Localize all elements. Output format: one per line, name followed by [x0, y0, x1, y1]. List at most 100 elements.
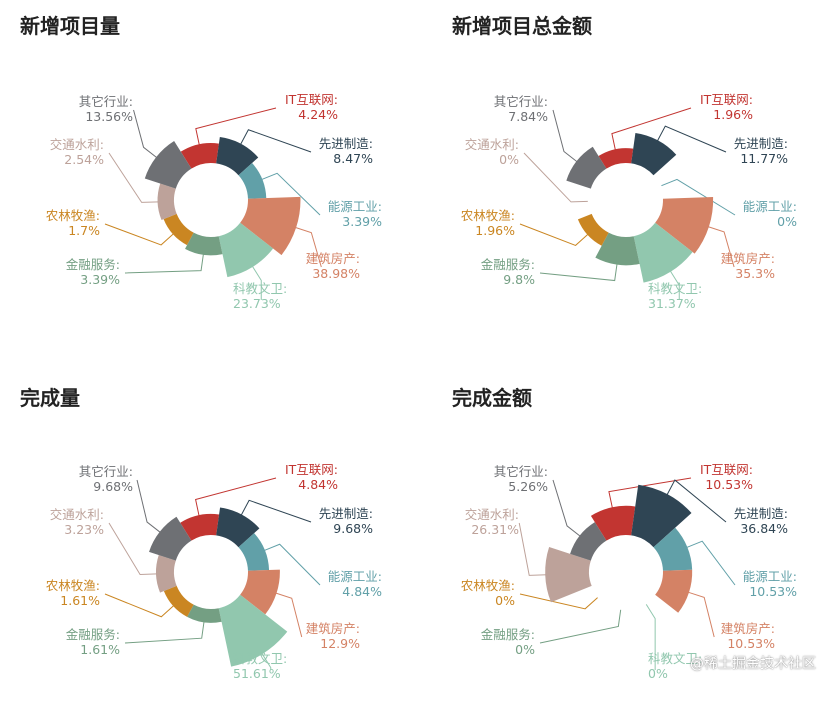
leader-line-energy-industry [261, 172, 321, 216]
label-name-energy-industry: 能源工业: [743, 199, 797, 214]
rose-sector-advanced-manufacturing[interactable] [216, 507, 260, 548]
leader-line-advanced-manufacturing [239, 129, 312, 153]
rose-sector-construction-realestate[interactable] [655, 569, 693, 613]
rose-chart: IT互联网:10.53%先进制造:36.84%能源工业:10.53%建筑房产:1… [461, 462, 797, 681]
label-value-construction-realestate: 38.98% [312, 266, 360, 281]
label-value-construction-realestate: 12.9% [320, 636, 360, 651]
rose-sector-financial-services[interactable] [595, 232, 640, 266]
rose-sector-agriculture[interactable] [163, 585, 194, 617]
rose-group-it-internet: IT互联网:4.24% [180, 92, 338, 169]
rose-sector-energy-industry[interactable] [653, 527, 693, 571]
label-name-education-culture-health: 科教文卫: [648, 281, 702, 296]
chart-panel-completed-count: 完成量 IT互联网: 4.84% 先进制造: 9.68% 能源工业: 4.84% 建筑房产:… [0, 372, 415, 717]
rose-sector-construction-realestate[interactable] [655, 196, 714, 254]
rose-sector-construction-realestate[interactable] [240, 569, 280, 615]
rose-group-other-industries: 其它行业:13.56% [79, 94, 192, 189]
chart-panel-new-project-amount: 新增项目总金额 IT互联网: 1.96% 先进制造: 11.77% 能源工业: 0% 建筑房… [415, 0, 830, 345]
leader-line-it-internet [195, 107, 277, 146]
rose-group-education-culture-health: 科教文卫:0% [645, 604, 702, 681]
label-name-it-internet: IT互联网: [700, 92, 753, 107]
label-name-agriculture: 农林牧渔: [461, 578, 515, 593]
rose-sector-transport-water[interactable] [545, 547, 592, 603]
label-name-agriculture: 农林牧渔: [46, 208, 100, 223]
label-value-construction-realestate: 35.3% [735, 266, 775, 281]
rose-sector-education-culture-health[interactable] [218, 222, 274, 278]
label-value-advanced-manufacturing: 11.77% [740, 151, 788, 166]
label-name-financial-services: 金融服务: [66, 627, 120, 642]
chart-title: 新增项目量 [20, 14, 120, 38]
rose-sector-advanced-manufacturing[interactable] [631, 133, 677, 176]
label-value-advanced-manufacturing: 9.68% [333, 521, 373, 536]
rose-sector-financial-services[interactable] [187, 604, 222, 623]
leader-line-education-culture-health [645, 604, 656, 670]
label-name-construction-realestate: 建筑房产: [721, 251, 775, 266]
leader-line-financial-services [124, 253, 204, 274]
rose-sector-advanced-manufacturing[interactable] [631, 484, 692, 548]
rose-sector-advanced-manufacturing[interactable] [216, 137, 259, 176]
leader-line-it-internet [195, 477, 277, 517]
label-value-agriculture: 1.61% [60, 593, 100, 608]
rose-group-other-industries: 其它行业:5.26% [494, 464, 607, 561]
rose-group-construction-realestate: 建筑房产:10.53% [655, 569, 775, 651]
label-value-transport-water: 26.31% [471, 522, 519, 537]
chart-title: 新增项目总金额 [452, 14, 592, 38]
label-name-financial-services: 金融服务: [66, 257, 120, 272]
rose-chart: IT互联网:4.24%先进制造:8.47%能源工业:3.39%建筑房产:38.9… [46, 92, 382, 311]
rose-sector-other-industries[interactable] [570, 522, 607, 561]
rose-chart: IT互联网:1.96%先进制造:11.77%能源工业:0%建筑房产:35.3%科… [461, 92, 797, 311]
rose-sector-other-industries[interactable] [149, 516, 192, 561]
rose-group-other-industries: 其它行业:7.84% [494, 94, 607, 189]
leader-line-agriculture [104, 593, 175, 618]
rose-sector-agriculture[interactable] [163, 213, 194, 246]
label-value-financial-services: 1.61% [80, 642, 120, 657]
rose-sector-transport-water[interactable] [157, 183, 177, 220]
rose-sector-agriculture[interactable] [577, 213, 609, 246]
rose-sector-it-internet[interactable] [590, 505, 636, 541]
leader-line-construction-realestate [294, 226, 322, 268]
leader-line-other-industries [136, 479, 161, 534]
label-value-it-internet: 4.24% [298, 107, 338, 122]
rose-sector-financial-services[interactable] [185, 232, 223, 256]
leader-line-financial-services [124, 621, 205, 644]
label-name-transport-water: 交通水利: [50, 137, 104, 152]
leader-line-agriculture [519, 223, 589, 246]
rose-sector-it-internet[interactable] [180, 513, 220, 541]
rose-group-education-culture-health: 科教文卫:31.37% [633, 222, 702, 311]
label-value-energy-industry: 0% [777, 214, 797, 229]
rose-sector-energy-industry[interactable] [238, 533, 270, 571]
leader-line-energy-industry [263, 543, 321, 586]
label-value-energy-industry: 3.39% [342, 214, 382, 229]
chart-title: 完成量 [20, 386, 80, 410]
label-value-other-industries: 9.68% [93, 479, 133, 494]
rose-sector-construction-realestate[interactable] [240, 196, 301, 256]
label-name-transport-water: 交通水利: [50, 507, 104, 522]
rose-sector-other-industries[interactable] [566, 146, 607, 189]
leader-line-other-industries [552, 109, 578, 163]
rose-sector-it-internet[interactable] [598, 148, 634, 169]
leader-line-energy-industry [661, 178, 736, 216]
rose-group-advanced-manufacturing: 先进制造:9.68% [216, 499, 373, 548]
rose-sector-energy-industry[interactable] [238, 162, 267, 199]
label-value-transport-water: 2.54% [64, 152, 104, 167]
leader-line-transport-water [518, 522, 547, 576]
label-value-agriculture: 1.7% [68, 223, 100, 238]
chart-panel-new-project-count: 新增项目量 IT互联网: 4.24% 先进制造: 8.47% 能源工业: 3.39% 建筑房… [0, 0, 415, 345]
label-name-transport-water: 交通水利: [465, 507, 519, 522]
rose-group-it-internet: IT互联网:4.84% [180, 462, 338, 541]
rose-sector-education-culture-health[interactable] [218, 594, 288, 667]
label-value-transport-water: 3.23% [64, 522, 104, 537]
rose-group-financial-services: 金融服务:3.39% [66, 232, 223, 287]
rose-group-transport-water: 交通水利:3.23% [50, 507, 177, 593]
rose-group-it-internet: IT互联网:10.53% [590, 462, 753, 541]
label-value-financial-services: 9.8% [503, 272, 535, 287]
rose-sector-transport-water[interactable] [156, 555, 177, 593]
rose-group-education-culture-health: 科教文卫:51.61% [218, 594, 288, 681]
rose-group-construction-realestate: 建筑房产:12.9% [240, 569, 360, 651]
rose-sector-other-industries[interactable] [144, 140, 192, 189]
rose-sector-education-culture-health[interactable] [633, 222, 693, 283]
label-name-energy-industry: 能源工业: [328, 199, 382, 214]
rose-group-construction-realestate: 建筑房产:35.3% [655, 196, 775, 281]
label-value-energy-industry: 10.53% [749, 584, 797, 599]
leader-line-transport-water [523, 152, 588, 203]
rose-sector-it-internet[interactable] [180, 143, 219, 169]
